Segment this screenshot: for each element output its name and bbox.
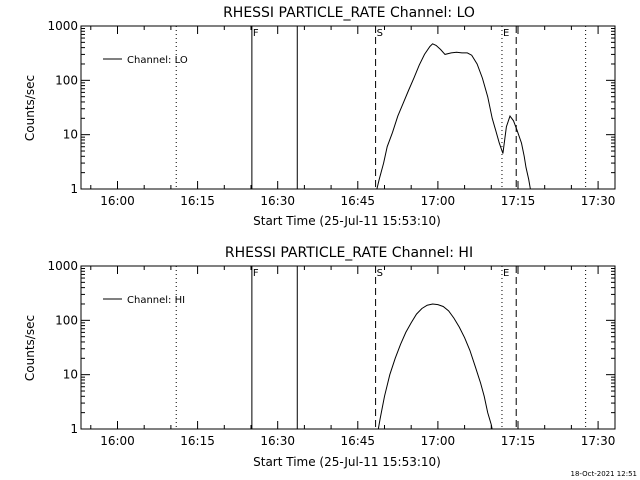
x-tick-label: 17:30 [581, 434, 616, 448]
event-marker-label: S [377, 28, 383, 39]
x-tick-label: 17:00 [421, 194, 456, 208]
y-tick-label: 100 [55, 73, 78, 87]
y-tick-label: 10 [63, 128, 78, 142]
axes-frame [80, 25, 616, 190]
plot-area: 1 10 100 1000 16:00 16:15 16:30 16:45 17:00 17:15… [47, 19, 616, 208]
x-tick-label: 16:15 [180, 194, 215, 208]
x-tick-label: 16:45 [340, 194, 375, 208]
x-tick-label: 16:00 [100, 434, 135, 448]
x-axis-label: Start Time (25-Jul-11 15:53:10) [253, 214, 441, 228]
chart-panel-hi: RHESSI PARTICLE_RATE Channel: HI Start T… [23, 245, 616, 469]
series-line [377, 303, 493, 429]
plot-area: 1 10 100 1000 16:00 16:15 16:30 16:45 17:00 17:15… [47, 259, 616, 448]
x-tick-label: 17:15 [501, 194, 536, 208]
footer-timestamp: 18-Oct-2021 12:51 [571, 470, 637, 478]
y-tick-label: 10 [63, 368, 78, 382]
event-marker-label: F [253, 28, 259, 39]
x-tick-label: 16:00 [100, 194, 135, 208]
legend-label: Channel: LO [127, 55, 188, 66]
chart-title: RHESSI PARTICLE_RATE Channel: LO [223, 5, 475, 21]
series-line [376, 43, 531, 189]
y-tick-label: 1000 [47, 259, 78, 273]
event-marker-label: S [377, 268, 383, 279]
chart-title: RHESSI PARTICLE_RATE Channel: HI [225, 245, 473, 261]
x-tick-label: 16:30 [260, 434, 295, 448]
y-tick-label: 100 [55, 313, 78, 327]
x-axis-label: Start Time (25-Jul-11 15:53:10) [253, 455, 441, 469]
x-tick-label: 17:30 [581, 194, 616, 208]
x-tick-label: 17:15 [501, 434, 536, 448]
x-tick-label: 17:00 [421, 434, 456, 448]
legend-label: Channel: HI [127, 295, 185, 306]
x-tick-label: 16:45 [340, 434, 375, 448]
y-axis-label: Counts/sec [23, 315, 37, 381]
y-tick-label: 1 [70, 182, 78, 196]
y-tick-label: 1 [70, 422, 78, 436]
y-axis-label: Counts/sec [23, 75, 37, 141]
event-marker-label: E [503, 268, 509, 279]
event-marker-label: F [253, 268, 259, 279]
axes-frame [80, 265, 616, 430]
x-tick-label: 16:30 [260, 194, 295, 208]
event-marker-label: E [503, 28, 509, 39]
chart-panel-lo: RHESSI PARTICLE_RATE Channel: LO Start T… [23, 5, 616, 228]
x-tick-label: 16:15 [180, 434, 215, 448]
y-tick-label: 1000 [47, 19, 78, 33]
